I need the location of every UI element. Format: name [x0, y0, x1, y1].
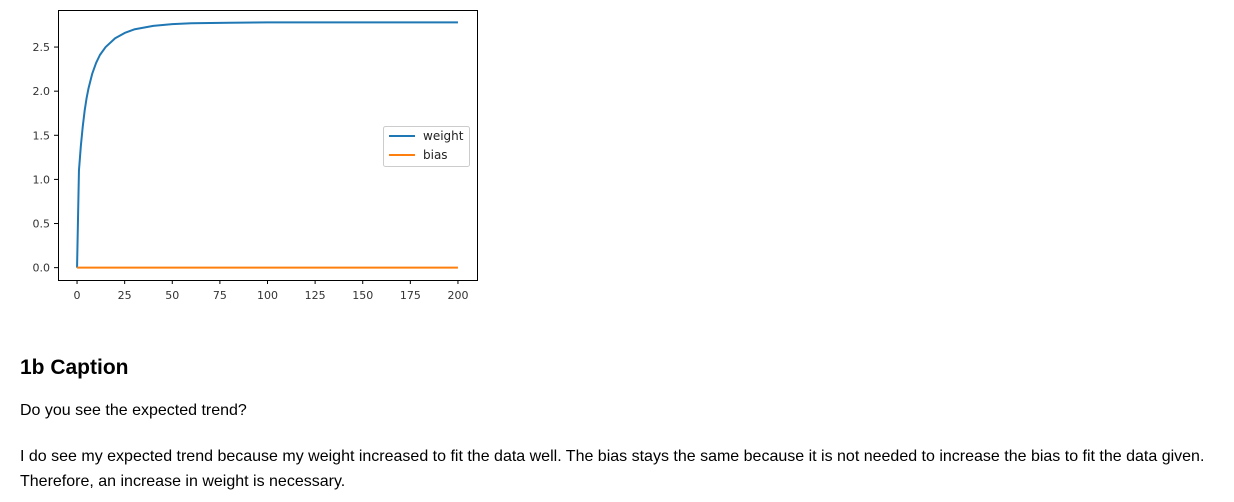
section-heading: 1b Caption — [20, 356, 129, 379]
y-tick-label: 0.5 — [33, 218, 51, 231]
legend: weight bias — [383, 126, 470, 167]
chart: 0.0 0.5 1.0 1.5 2.0 2.5 0 25 50 75 100 125 150 175 20… — [0, 0, 480, 320]
y-tick-label: 1.0 — [33, 173, 51, 186]
series-line-weight — [76, 21, 458, 268]
line-chart: 0.0 0.5 1.0 1.5 2.0 2.5 0 25 50 75 100 125 150 175 20… — [33, 10, 478, 302]
series-layer — [76, 21, 458, 269]
x-tick-label: 200 — [447, 289, 468, 302]
x-tick-label: 100 — [257, 289, 278, 302]
y-tick-label: 1.5 — [33, 129, 51, 142]
x-tick-label: 75 — [213, 289, 227, 302]
y-axis: 0.0 0.5 1.0 1.5 2.0 2.5 — [33, 41, 58, 275]
question-text: Do you see the expected trend? — [20, 402, 247, 419]
y-tick-label: 2.0 — [33, 85, 51, 98]
x-axis: 0 25 50 75 100 125 150 175 200 — [74, 280, 468, 302]
x-tick-label: 150 — [352, 289, 373, 302]
x-tick-label: 175 — [400, 289, 421, 302]
answer-text: I do see my expected trend because my we… — [20, 448, 1205, 490]
x-tick-label: 25 — [118, 289, 132, 302]
legend-label-bias: bias — [423, 148, 448, 162]
y-tick-label: 0.0 — [33, 262, 51, 275]
y-tick-label: 2.5 — [33, 41, 51, 54]
legend-label-weight: weight — [423, 129, 464, 143]
x-tick-label: 50 — [165, 289, 179, 302]
x-tick-label: 125 — [305, 289, 326, 302]
x-tick-label: 0 — [74, 289, 81, 302]
